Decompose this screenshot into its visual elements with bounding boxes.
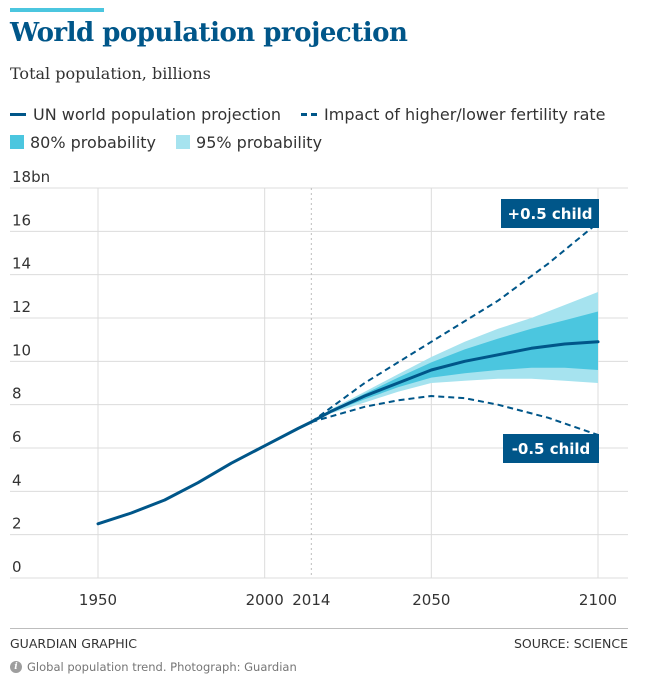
y-tick-label: 8 [12,385,22,403]
legend-item-un: UN world population projection [10,105,281,124]
y-tick-label: 16 [12,211,31,229]
x-tick-label: 2100 [579,591,617,609]
y-tick-label: 14 [12,255,31,273]
y-tick-label: 0 [12,558,22,576]
chart-subtitle: Total population, billions [10,64,211,83]
legend-item-80: 80% probability [10,133,156,152]
x-tick-label: 2014 [292,591,330,609]
x-tick-label: 2000 [246,591,284,609]
x-tick-label: 1950 [79,591,117,609]
legend-label-fertility: Impact of higher/lower fertility rate [324,104,606,124]
legend-label-80: 80% probability [30,132,157,152]
legend-row-2: 80% probability 95% probability [10,131,342,153]
x-tick-label: 2050 [412,591,450,609]
series-line-un-projection [96,340,600,526]
callout-box [503,434,599,463]
y-tick-label: 18bn [12,168,50,186]
callout-minus-half-child: -0.5 child [512,440,591,458]
y-tick-label: 4 [12,471,22,489]
dashed-line-swatch-icon [301,112,318,116]
solid-line-swatch-icon [10,112,26,116]
callout-box [501,199,599,228]
y-tick-label: 12 [12,298,31,316]
legend-label-un: UN world population projection [33,104,282,124]
callout-plus-half-child: +0.5 child [508,205,593,223]
y-tick-label: 6 [12,428,22,446]
legend-label-95: 95% probability [196,132,323,152]
population-chart: 0 2 4 6 8 10 12 14 16 18bn 1950 2000 2014 2050 2100 +0.… [10,168,628,609]
source-credit: SOURCE: SCIENCE [513,636,628,651]
y-tick-label: 10 [12,341,31,359]
band-80-swatch-icon [10,135,24,149]
graphic-credit: GUARDIAN GRAPHIC [10,636,138,651]
band-95-swatch-icon [176,135,191,149]
page-title: World population projection [10,18,408,48]
band-80-probability [311,311,598,422]
series-line-minus-half-child [311,395,599,436]
info-icon: i [10,661,22,673]
legend-item-fertility: Impact of higher/lower fertility rate [301,104,606,124]
accent-bar [10,8,104,12]
footer-divider [10,628,628,629]
legend-item-95: 95% probability [176,133,322,152]
legend-row-1: UN world population projection Impact of… [10,103,626,125]
caption-text: Global population trend. Photograph: Gua… [27,660,297,674]
photo-caption: i Global population trend. Photograph: G… [10,660,297,674]
series-line-plus-half-child [310,221,599,423]
y-tick-label: 2 [12,515,22,533]
